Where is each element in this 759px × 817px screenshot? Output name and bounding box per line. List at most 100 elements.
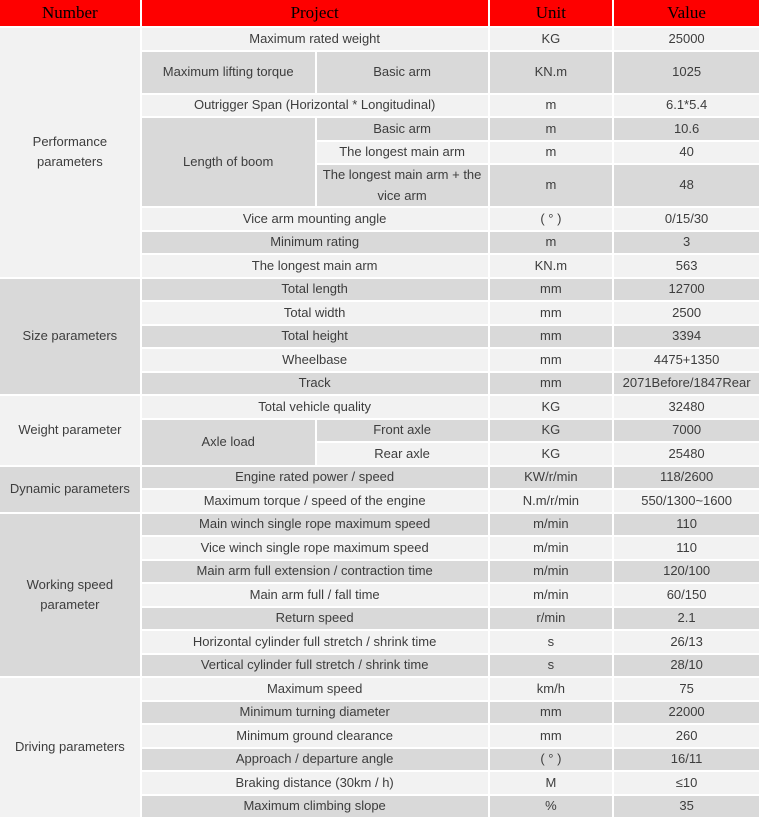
value-cell: 2.1 <box>614 607 759 629</box>
table-row: Maximum lifting torque Basic arm KN.m 10… <box>0 51 759 93</box>
value-cell: 48 <box>614 165 759 206</box>
unit-cell: mm <box>489 349 613 371</box>
group-cell-driving-parameters: Driving parameters <box>0 678 140 817</box>
table-row: Size parameters Total length mm 12700 <box>0 278 759 394</box>
project-cell: Wheelbase <box>141 349 488 371</box>
value-cell: 110 <box>614 537 759 559</box>
unit-cell: km/h <box>489 678 613 700</box>
unit-cell: mm <box>489 701 613 723</box>
unit-cell: mm <box>489 372 613 394</box>
project-cell-axle-load: Axle load <box>141 419 315 465</box>
project-cell: Horizontal cylinder full stretch / shrin… <box>141 631 488 653</box>
value-cell: 7000 <box>614 419 759 441</box>
value-cell: 0/15/30 <box>614 208 759 230</box>
value-cell: 2500 <box>614 302 759 324</box>
unit-cell: mm <box>489 302 613 324</box>
subproject-cell: The longest main arm <box>316 141 488 163</box>
value-cell: 3394 <box>614 325 759 347</box>
value-cell: 6.1*5.4 <box>614 94 759 116</box>
unit-cell: ( ° ) <box>489 208 613 230</box>
unit-cell: mm <box>489 725 613 747</box>
table-row: Length of boom Basic arm m 10.6 <box>0 118 759 206</box>
table-row: Total width mm 2500 <box>0 302 759 324</box>
table-row: Working speed parameter Main winch singl… <box>0 513 759 676</box>
value-cell: 12700 <box>614 278 759 300</box>
table-row: The longest main arm + the vice arm m 48 <box>0 165 759 206</box>
unit-cell: m <box>489 165 613 206</box>
value-cell: 26/13 <box>614 631 759 653</box>
value-cell: 3 <box>614 231 759 253</box>
unit-cell: mm <box>489 278 613 300</box>
table-row: Vice winch single rope maximum speed m/m… <box>0 537 759 559</box>
unit-cell: KN.m <box>489 51 613 93</box>
table-row: Main arm full / fall time m/min 60/150 <box>0 584 759 606</box>
project-cell: Minimum turning diameter <box>141 701 488 723</box>
unit-cell: KG <box>489 443 613 465</box>
table-row: Main arm full extension / contraction ti… <box>0 560 759 582</box>
subproject-cell: The longest main arm + the vice arm <box>316 165 488 206</box>
table-row: The longest main arm KN.m 563 <box>0 255 759 277</box>
table-row: Performance parameters Maximum rated wei… <box>0 28 759 277</box>
value-cell: 75 <box>614 678 759 700</box>
project-cell: Total height <box>141 325 488 347</box>
unit-cell: r/min <box>489 607 613 629</box>
value-cell: 35 <box>614 795 759 817</box>
table-row: Outrigger Span (Horizontal * Longitudina… <box>0 94 759 116</box>
value-cell: 60/150 <box>614 584 759 606</box>
group-cell-performance-parameters: Performance parameters <box>0 28 140 277</box>
subproject-cell: Basic arm <box>316 51 488 93</box>
table-row: Maximum torque / speed of the engine N.m… <box>0 490 759 512</box>
project-cell: Main arm full / fall time <box>141 584 488 606</box>
project-cell: Total vehicle quality <box>141 396 488 418</box>
value-cell: 260 <box>614 725 759 747</box>
value-cell: 110 <box>614 513 759 535</box>
project-cell: Minimum rating <box>141 231 488 253</box>
project-cell: Maximum rated weight <box>141 28 488 50</box>
value-cell: 120/100 <box>614 560 759 582</box>
unit-cell: KN.m <box>489 255 613 277</box>
unit-cell: M <box>489 772 613 794</box>
group-cell-size-parameters: Size parameters <box>0 278 140 394</box>
unit-cell: KW/r/min <box>489 466 613 488</box>
table-row: Wheelbase mm 4475+1350 <box>0 349 759 371</box>
table-row: Maximum climbing slope % 35 <box>0 795 759 817</box>
unit-cell: % <box>489 795 613 817</box>
project-cell: The longest main arm <box>141 255 488 277</box>
table-row: Dynamic parameters Engine rated power / … <box>0 466 759 512</box>
unit-cell: m <box>489 94 613 116</box>
value-cell: 4475+1350 <box>614 349 759 371</box>
project-cell-length-of-boom: Length of boom <box>141 118 315 206</box>
table-row: Minimum turning diameter mm 22000 <box>0 701 759 723</box>
value-cell: ≤10 <box>614 772 759 794</box>
table-row: The longest main arm m 40 <box>0 141 759 163</box>
project-cell: Maximum torque / speed of the engine <box>141 490 488 512</box>
value-cell: 2071Before/1847Rear <box>614 372 759 394</box>
unit-cell: KG <box>489 419 613 441</box>
project-cell: Braking distance (30km / h) <box>141 772 488 794</box>
value-cell: 1025 <box>614 51 759 93</box>
project-cell: Total width <box>141 302 488 324</box>
header-project: Project <box>141 0 488 26</box>
project-cell: Vice winch single rope maximum speed <box>141 537 488 559</box>
value-cell: 40 <box>614 141 759 163</box>
project-cell: Maximum speed <box>141 678 488 700</box>
unit-cell: s <box>489 654 613 676</box>
header-number: Number <box>0 0 140 26</box>
value-cell: 118/2600 <box>614 466 759 488</box>
header-value: Value <box>614 0 759 26</box>
table-row: Axle load Front axle KG 7000 <box>0 419 759 465</box>
unit-cell: KG <box>489 28 613 50</box>
header-row: Number Project Unit Value <box>0 0 759 26</box>
unit-cell: m/min <box>489 584 613 606</box>
project-cell: Vertical cylinder full stretch / shrink … <box>141 654 488 676</box>
value-cell: 25480 <box>614 443 759 465</box>
project-cell: Main arm full extension / contraction ti… <box>141 560 488 582</box>
unit-cell: N.m/r/min <box>489 490 613 512</box>
table-row: Vice arm mounting angle ( ° ) 0/15/30 <box>0 208 759 230</box>
unit-cell: KG <box>489 396 613 418</box>
project-cell: Track <box>141 372 488 394</box>
project-cell: Return speed <box>141 607 488 629</box>
value-cell: 22000 <box>614 701 759 723</box>
